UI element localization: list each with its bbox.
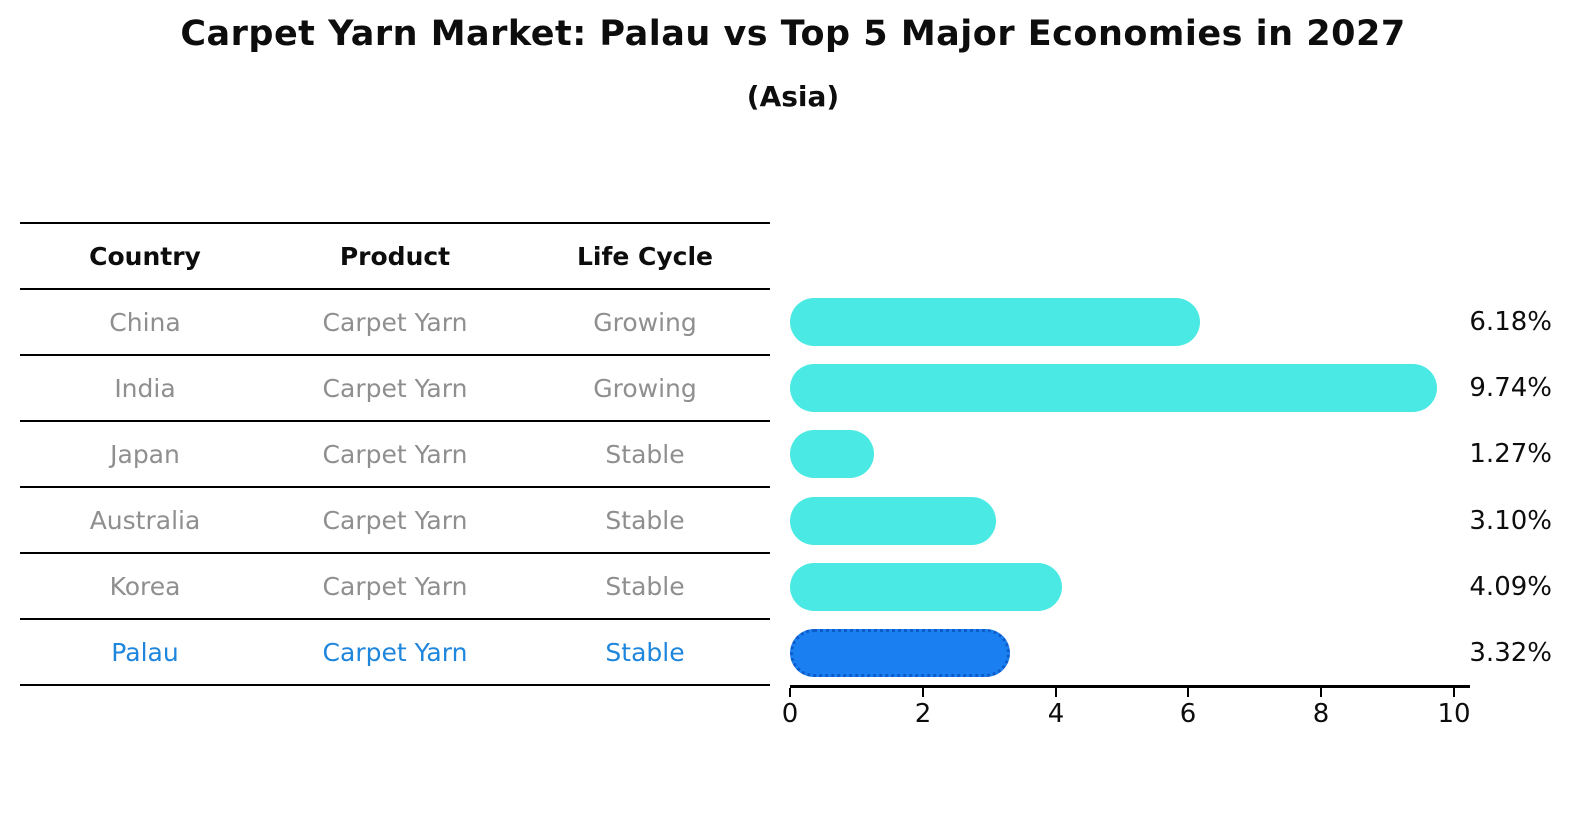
x-axis-tick [1187, 688, 1189, 697]
product-cell: Carpet Yarn [322, 571, 468, 601]
table-row-australia: Australia Carpet Yarn Stable [20, 488, 770, 554]
x-axis-tick-label: 2 [914, 699, 932, 729]
table-row-china: China Carpet Yarn Growing [20, 290, 770, 356]
country-cell: India [114, 373, 176, 403]
x-axis-tick [1320, 688, 1322, 697]
table-row-korea: Korea Carpet Yarn Stable [20, 554, 770, 620]
lifecycle-cell: Stable [605, 637, 685, 667]
country-cell: China [109, 307, 181, 337]
x-axis-tick [1055, 688, 1057, 697]
value-label-australia: 3.10% [1469, 506, 1552, 536]
value-label-china: 6.18% [1469, 307, 1552, 337]
x-axis-tick [1453, 688, 1455, 697]
x-axis-line [790, 685, 1470, 688]
bar-india [790, 364, 1437, 412]
product-cell: Carpet Yarn [322, 439, 468, 469]
product-cell: Carpet Yarn [322, 307, 468, 337]
value-label-india: 9.74% [1469, 373, 1552, 403]
value-label-palau: 3.32% [1469, 638, 1552, 668]
table-header-row: Country Product Life Cycle [20, 224, 770, 290]
x-axis-tick-label: 0 [781, 699, 799, 729]
country-cell: Japan [110, 439, 180, 469]
country-cell: Palau [111, 637, 179, 667]
bar-australia [790, 497, 996, 545]
table-row-japan: Japan Carpet Yarn Stable [20, 422, 770, 488]
x-axis-tick-label: 8 [1312, 699, 1330, 729]
x-axis-tick-label: 4 [1047, 699, 1065, 729]
table-row-palau: Palau Carpet Yarn Stable [20, 620, 770, 686]
bar-korea [790, 563, 1062, 611]
value-label-japan: 1.27% [1469, 439, 1552, 469]
lifecycle-cell: Growing [593, 307, 697, 337]
chart-title: Carpet Yarn Market: Palau vs Top 5 Major… [180, 14, 1406, 54]
column-header-product: Product [339, 241, 451, 271]
country-table: Country Product Life Cycle China Carpet … [20, 222, 770, 686]
x-axis-tick-label: 10 [1437, 699, 1471, 729]
country-cell: Australia [89, 505, 201, 535]
column-header-lifecycle: Life Cycle [576, 241, 714, 271]
x-axis-tick [922, 688, 924, 697]
country-cell: Korea [109, 571, 181, 601]
x-axis-tick-label: 6 [1179, 699, 1197, 729]
bar-japan [790, 430, 874, 478]
lifecycle-cell: Growing [593, 373, 697, 403]
chart-subtitle: (Asia) [746, 80, 840, 113]
table-row-india: India Carpet Yarn Growing [20, 356, 770, 422]
product-cell: Carpet Yarn [322, 373, 468, 403]
column-header-country: Country [89, 241, 201, 271]
lifecycle-cell: Stable [605, 571, 685, 601]
lifecycle-cell: Stable [605, 505, 685, 535]
product-cell: Carpet Yarn [322, 637, 468, 667]
bar-palau [790, 629, 1010, 677]
lifecycle-cell: Stable [605, 439, 685, 469]
bar-china [790, 298, 1200, 346]
x-axis-tick [789, 688, 791, 697]
value-label-korea: 4.09% [1469, 572, 1552, 602]
product-cell: Carpet Yarn [322, 505, 468, 535]
